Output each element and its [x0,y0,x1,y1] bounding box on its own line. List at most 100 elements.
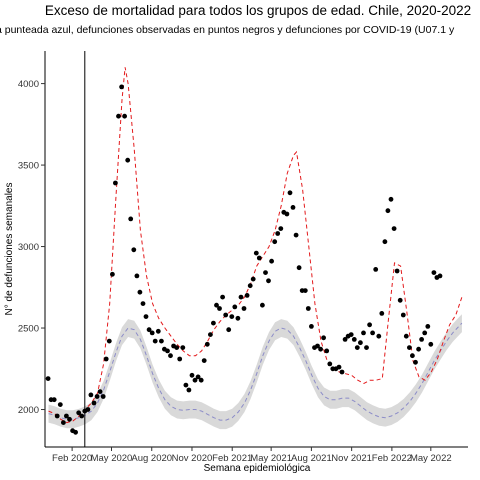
observed-point [220,294,226,300]
observed-point [361,330,366,336]
observed-point [76,410,82,416]
observed-point [79,413,85,419]
observed-point [103,356,109,362]
observed-point [318,346,323,352]
observed-point [419,337,424,342]
observed-point [192,377,198,383]
observed-point [214,302,219,308]
observed-point [57,402,63,407]
observed-point [394,268,400,274]
observed-point [195,374,201,380]
observed-point [183,382,189,388]
y-axis-ticks: 2000 2500 3000 3500 4000 [18,79,45,416]
x-tick-label: May 2021 [250,453,292,464]
observed-point [247,283,253,289]
observed-point [376,333,382,339]
observed-point [180,345,186,350]
observed-point [226,327,232,333]
observed-point [61,420,66,425]
observed-point [342,337,348,342]
x-tick-label: Aug 2021 [291,453,332,464]
observed-point [241,306,247,311]
baseline-line-path [48,322,463,421]
chart-subtitle: a punteada azul, defunciones observadas … [0,24,455,36]
observed-point [422,330,428,336]
observed-point [140,301,146,306]
observed-point [348,332,354,337]
observed-point [211,320,216,326]
observed-point [143,314,149,319]
observed-point [278,226,284,232]
observed-point [385,208,391,214]
observed-point [296,265,302,271]
observed-point [287,190,293,196]
observed-point [388,196,394,202]
observed-point [122,113,127,119]
observed-point [397,297,403,303]
observed-point [125,157,131,163]
baseline-expected-deaths-line [48,322,463,421]
observed-point [235,315,241,321]
observed-point [223,312,229,318]
observed-point [407,345,412,350]
observed-point [370,330,375,336]
observed-point [91,400,97,406]
observed-point [260,302,265,308]
observed-point [263,270,268,275]
observed-plus-covid-line [48,67,463,424]
observed-point [327,361,333,367]
observed-point [110,271,115,277]
observed-point [269,258,274,264]
observed-point [137,289,143,295]
observed-point [284,211,290,217]
observed-point [250,276,256,282]
y-tick-label: 4000 [18,79,39,90]
observed-point [174,345,180,350]
x-tick-label: May 2022 [410,453,452,464]
y-tick-label: 3000 [18,242,39,253]
x-tick-label: Feb 2021 [212,453,252,464]
observed-point [128,216,134,222]
observed-point [51,397,57,403]
observed-deaths-points [45,84,443,435]
observed-point [315,343,320,349]
observed-point [302,288,308,293]
observed-point [351,337,357,342]
observed-point [159,338,164,344]
observed-point [400,312,406,318]
x-tick-label: Nov 2021 [331,453,372,464]
observed-point [238,294,244,300]
observed-point [256,255,262,261]
observed-point [379,311,385,316]
observed-point [275,231,281,236]
chart-title: Exceso de mortalidad para todos los grup… [45,3,471,18]
x-tick-label: Feb 2020 [52,453,92,464]
observed-point [73,429,78,435]
observed-point [266,278,271,284]
observed-point [413,359,418,365]
observed-point [177,356,183,362]
x-tick-label: Nov 2020 [172,453,213,464]
observed-point [152,338,158,344]
x-axis-label: Semana epidemiológica [204,463,311,474]
observed-point [437,273,443,279]
observed-point [410,353,415,359]
observed-point [339,369,345,375]
observed-point [165,348,170,354]
y-axis-label: N° de defunciones semanales [4,183,15,316]
observed-point [428,341,434,347]
observed-point [217,306,222,311]
confidence-band-area [48,314,462,430]
x-tick-label: May 2020 [91,453,133,464]
observed-point [293,232,299,238]
observed-point [204,341,210,347]
observed-point [431,270,437,275]
baseline-confidence-band [48,314,462,430]
observed-point [324,348,330,354]
observed-point [367,322,372,328]
observed-point [168,353,173,359]
observed-point [290,205,296,210]
observed-point [336,364,342,370]
